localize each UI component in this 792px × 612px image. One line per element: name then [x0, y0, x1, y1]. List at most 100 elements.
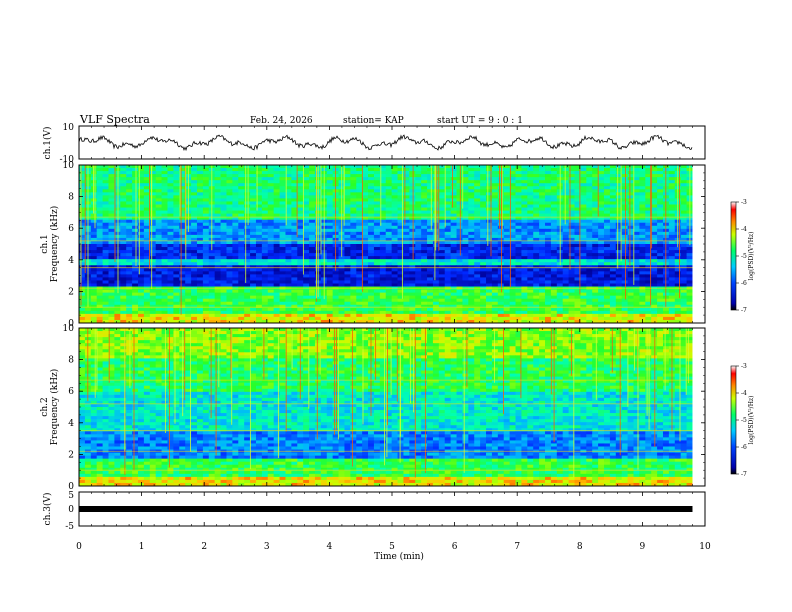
spectrogram-cell	[403, 301, 410, 306]
spectrogram-cell	[238, 174, 245, 178]
spectrogram-cell	[120, 304, 127, 309]
spectrogram-cell	[397, 256, 404, 260]
spectrogram-cell	[279, 280, 286, 284]
spectrogram-cell	[167, 244, 174, 248]
spectrogram-cell	[167, 186, 174, 190]
spectrogram-cell	[574, 274, 581, 278]
spectrogram-cell	[509, 177, 516, 181]
spectrogram-cell	[356, 234, 363, 239]
spectrogram-cell	[362, 171, 369, 175]
spectrogram-cell	[338, 289, 345, 294]
spectrogram-cell	[285, 222, 292, 227]
spectrogram-cell	[120, 207, 127, 211]
spectrogram-cell	[120, 250, 127, 254]
spectrogram-cell	[120, 201, 127, 205]
spectrogram-cell	[273, 177, 280, 181]
spectrogram-cell	[285, 256, 292, 260]
spectrogram-cell	[255, 262, 263, 266]
spectrogram-cell	[515, 277, 522, 281]
spectrogram-cell	[503, 174, 511, 178]
spectrogram-cell	[657, 228, 664, 233]
spectrogram-cell	[550, 171, 558, 175]
spectrogram-cell	[161, 198, 168, 202]
spectrogram-cell	[621, 271, 628, 275]
spectrogram-cell	[79, 225, 86, 230]
spectrogram-cell	[155, 183, 162, 187]
spectrogram-cell	[468, 213, 475, 218]
spectrogram-cell	[444, 304, 452, 309]
spectrogram-cell	[244, 186, 251, 190]
spectrogram-cell	[533, 165, 540, 169]
spectrogram-cell	[651, 271, 658, 275]
spectrogram-cell	[362, 259, 369, 263]
spectrogram-cell	[126, 216, 133, 221]
spectrogram-cell	[391, 240, 398, 245]
spectrogram-cell	[255, 274, 263, 278]
spectrogram-cell	[161, 237, 168, 242]
spectrogram-cell	[332, 283, 339, 287]
spectrogram-cell	[527, 171, 534, 175]
spectrogram-cell	[368, 225, 375, 230]
spectrogram-cell	[220, 204, 227, 208]
spectrogram-cell	[114, 192, 121, 196]
spectrogram-cell	[202, 192, 210, 196]
spectrogram-cell	[244, 207, 251, 211]
spectrogram-cell	[173, 274, 180, 278]
spectrogram-cell	[161, 201, 168, 205]
spectrogram-cell	[592, 253, 599, 257]
spectrogram-cell	[385, 295, 393, 300]
spectrogram-cell	[267, 237, 275, 242]
spectrogram-cell	[539, 259, 546, 263]
spectrogram-cell	[432, 259, 440, 263]
spectrogram-cell	[556, 277, 564, 281]
spectrogram-cell	[368, 289, 375, 294]
spectrogram-cell	[497, 277, 505, 281]
spectrogram-cell	[462, 256, 469, 260]
spectrogram-cell	[202, 301, 210, 306]
spectrogram-cell	[604, 247, 611, 251]
spectrogram-cell	[509, 198, 516, 202]
spectrogram-cell	[238, 304, 245, 309]
spectrogram-cell	[586, 301, 593, 306]
spectrogram-cell	[137, 210, 145, 215]
spectrogram-cell	[456, 213, 463, 218]
spectrogram-cell	[550, 174, 558, 178]
spectrogram-cell	[438, 189, 446, 193]
spectrogram-cell	[621, 189, 628, 193]
spectrogram-cell	[291, 210, 298, 215]
spectrogram-cell	[161, 295, 168, 300]
spectrogram-cell	[261, 256, 269, 260]
spectrogram-cell	[397, 177, 404, 181]
spectrogram-cell	[580, 216, 587, 221]
spectrogram-cell	[615, 231, 623, 236]
spectrogram-cell	[379, 213, 387, 218]
spectrogram-cell	[545, 204, 552, 208]
spectrogram-cell	[415, 189, 422, 193]
spectrogram-cell	[674, 283, 682, 287]
spectrogram-cell	[362, 250, 369, 254]
spectrogram-cell	[179, 292, 186, 297]
spectrogram-cell	[627, 301, 634, 306]
spectrogram-cell	[261, 198, 269, 202]
spectrogram-cell	[515, 250, 522, 254]
spectrogram-cell	[143, 228, 151, 233]
spectrogram-cell	[368, 189, 375, 193]
spectrogram-cell	[627, 237, 634, 242]
spectrogram-cell	[574, 174, 581, 178]
spectrogram-cell	[214, 192, 221, 196]
spectrogram-cell	[580, 240, 587, 245]
spectrogram-cell	[468, 171, 475, 175]
spectrogram-cell	[503, 292, 511, 297]
spectrogram-cell	[574, 298, 581, 303]
spectrogram-cell	[167, 207, 174, 211]
spectrogram-cell	[474, 207, 481, 211]
spectrogram-cell	[202, 283, 210, 287]
spectrogram-cell	[651, 222, 658, 227]
spectrogram-cell	[533, 222, 540, 227]
spectrogram-cell	[474, 216, 481, 221]
spectrogram-cell	[96, 234, 103, 239]
spectrogram-cell	[297, 295, 304, 300]
spectrogram-cell	[397, 168, 404, 172]
spectrogram-cell	[651, 253, 658, 257]
spectrogram-cell	[627, 177, 634, 181]
